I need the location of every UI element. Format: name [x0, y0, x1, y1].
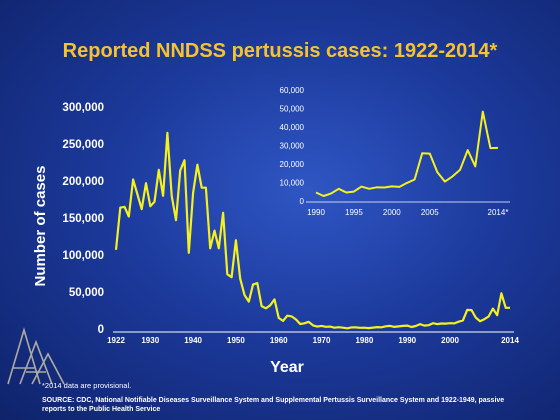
main-y-tick-label: 250,000: [62, 139, 104, 151]
main-y-tick-label: 100,000: [62, 250, 104, 262]
main-y-tick-label: 50,000: [69, 287, 104, 299]
inset-x-tick-label: 2014*: [488, 208, 509, 217]
main-series-line: [114, 131, 510, 330]
main-x-tick-labels: 1922 1930 1940 1950 1960 1970 1980 1990 2000 2014: [107, 336, 519, 345]
main-x-tick-label: 2014: [501, 336, 519, 345]
inset-x-tick-labels: 1990 1995 2000 2005 2014*: [307, 208, 508, 217]
inset-y-tick-label: 20,000: [280, 160, 305, 169]
inset-y-tick-label: 30,000: [280, 141, 305, 150]
main-y-tick-label: 150,000: [62, 213, 104, 225]
inset-x-tick-label: 2000: [383, 208, 401, 217]
inset-y-tick-label: 50,000: [280, 104, 305, 113]
inset-y-tick-label: 10,000: [280, 178, 305, 187]
inset-series-line: [315, 110, 499, 197]
inset-x-tick-label: 1990: [307, 208, 325, 217]
main-y-tick-label: 300,000: [62, 102, 104, 114]
footnote: *2014 data are provisional.: [42, 381, 132, 390]
main-x-tick-label: 1960: [270, 336, 288, 345]
inset-y-tick-label: 60,000: [280, 86, 305, 95]
main-y-tick-label: 0: [98, 324, 104, 336]
main-x-tick-label: 1930: [141, 336, 159, 345]
main-x-tick-label: 1950: [227, 336, 245, 345]
y-axis-label: Number of cases: [32, 166, 49, 287]
inset-y-tick-label: 0: [300, 197, 305, 206]
main-x-tick-label: 1980: [355, 336, 373, 345]
chart-title: Reported NNDSS pertussis cases: 1922-201…: [62, 40, 498, 62]
x-axis-label: Year: [270, 359, 304, 376]
main-y-tick-labels: 0 50,000 100,000 150,000 200,000 250,000 300,0…: [62, 102, 104, 336]
main-x-tick-label: 1922: [107, 336, 125, 345]
inset-x-tick-label: 1995: [345, 208, 363, 217]
source-note: SOURCE: CDC, National Notifiable Disease…: [42, 397, 505, 414]
cdc-logo-icon: [7, 327, 65, 385]
main-x-tick-label: 1940: [184, 336, 202, 345]
main-x-tick-label: 2000: [441, 336, 459, 345]
main-x-tick-label: 1990: [398, 336, 416, 345]
inset-y-tick-label: 40,000: [280, 123, 305, 132]
inset-x-tick-label: 2005: [421, 208, 439, 217]
main-x-tick-label: 1970: [313, 336, 331, 345]
inset-y-tick-labels: 0 10,000 20,000 30,000 40,000 50,000 60,000: [280, 86, 305, 206]
main-y-tick-label: 200,000: [62, 176, 104, 188]
